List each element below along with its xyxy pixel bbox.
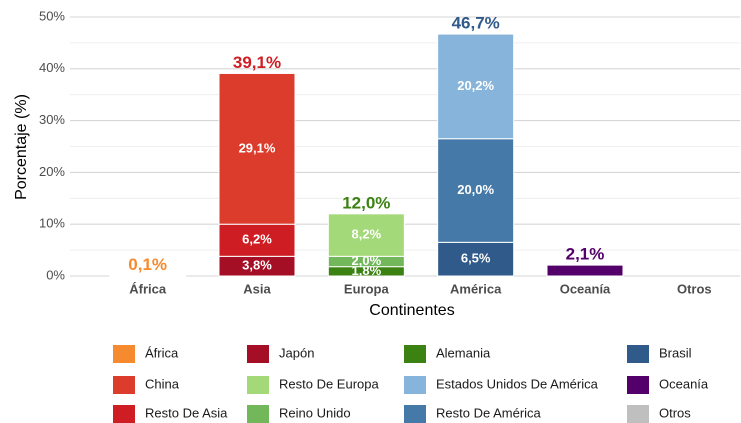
legend-swatch [247,405,269,423]
segment-label: 3,8% [242,258,272,273]
legend-swatch [247,345,269,363]
legend-swatch [404,345,426,363]
legend-label: Resto De Europa [279,376,379,391]
x-tick-label: Otros [677,281,712,296]
legend-swatch [404,405,426,423]
total-label: 39,1% [233,53,281,72]
segment-label: 8,2% [352,227,382,242]
bar-segment [109,274,187,277]
legend-swatch [627,345,649,363]
legend-swatch [247,376,269,394]
x-tick-label: Asia [243,281,271,296]
y-tick-label: 10% [39,216,65,231]
bar-segment [218,223,296,257]
legend-swatch [627,376,649,394]
x-tick-label: Europa [344,281,390,296]
total-label: 2,1% [566,245,605,264]
bar-segment [546,264,624,277]
y-tick-label: 20% [39,164,65,179]
total-label: 46,7% [452,14,500,33]
segment-label: 6,2% [242,232,272,247]
segment-label: 29,1% [239,140,276,155]
legend-label: Otros [659,405,691,420]
x-tick-label: América [450,281,502,296]
legend-label: China [145,376,180,391]
legend-label: Reino Unido [279,405,351,420]
legend-swatch [113,345,135,363]
y-tick-label: 30% [39,112,65,127]
bar-segment [218,72,296,225]
bar-segment [437,33,515,140]
legend-label: Japón [279,345,314,360]
legend-label: Brasil [659,345,692,360]
y-tick-label: 40% [39,60,65,75]
legend-label: Alemania [436,345,491,360]
segment-label: 6,5% [461,251,491,266]
legend-label: Resto De América [436,405,542,420]
legend-label: Estados Unidos De América [436,376,599,391]
legend-swatch [113,405,135,423]
bar-segment [437,138,515,243]
y-axis-title: Porcentaje (%) [13,94,30,200]
legend-label: África [145,345,179,360]
legend-label: Resto De Asia [145,405,228,420]
total-label: 0,1% [128,255,167,274]
y-tick-label: 50% [39,8,65,23]
segment-label: 20,0% [457,182,494,197]
bar-segment [327,213,405,257]
bar-segment [437,241,515,277]
total-label: 12,0% [342,193,390,212]
legend-label: Oceanía [659,376,709,391]
legend-swatch [627,405,649,423]
legend-swatch [113,376,135,394]
legend-swatch [404,376,426,394]
x-axis-title: Continentes [369,302,454,319]
y-tick-label: 0% [46,267,65,282]
x-tick-label: África [129,281,167,296]
x-tick-label: Oceanía [560,281,611,296]
segment-label: 20,2% [457,78,494,93]
